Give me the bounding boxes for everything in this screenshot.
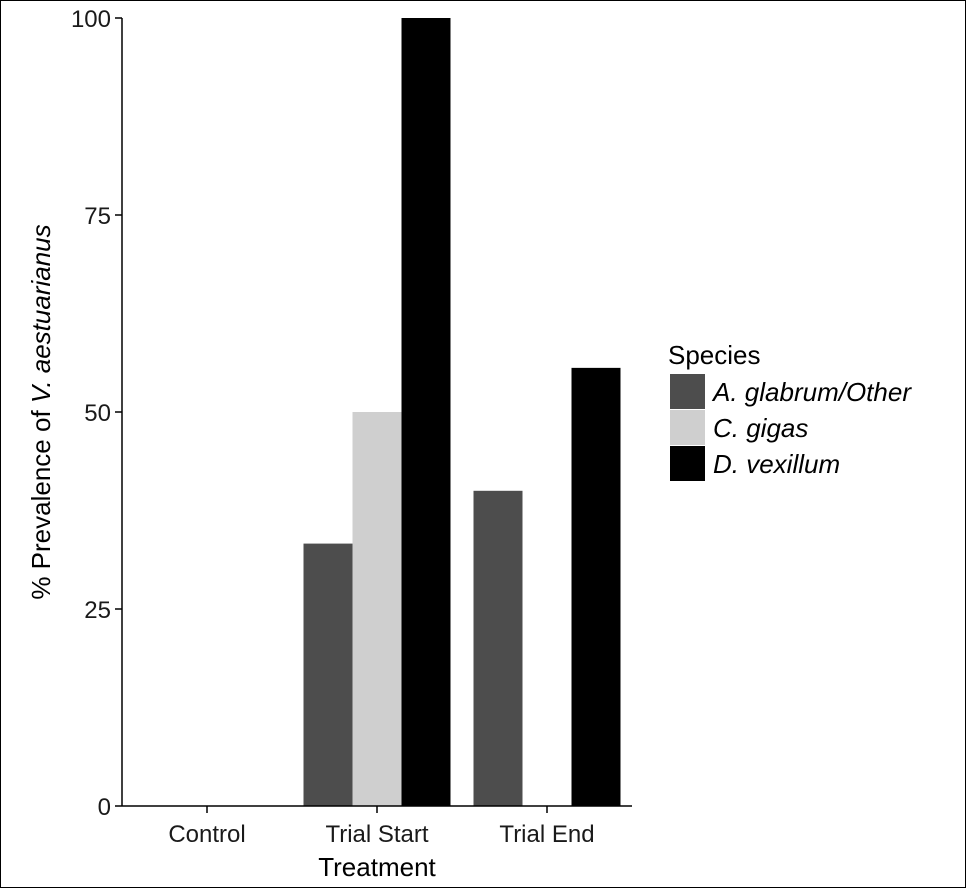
bar-trial-end-a-glabrum-other	[473, 490, 523, 806]
legend: Species A. glabrum/Other C. gigas D. vexil…	[668, 340, 912, 481]
y-tick-label-50: 50	[84, 400, 111, 427]
y-tick-label-25: 25	[84, 597, 111, 624]
y-axis: 0 25 50 75 100	[71, 6, 123, 821]
bar-trial-start-c-gigas	[352, 412, 402, 806]
legend-items: A. glabrum/Other C. gigas D. vexillum	[670, 374, 912, 481]
legend-swatch-c-gigas	[670, 410, 705, 445]
y-tick-label-100: 100	[71, 6, 111, 33]
y-tick-label-75: 75	[84, 203, 111, 230]
y-axis-title: % Prevalence of V. aestuarianus	[26, 224, 56, 599]
y-axis-title-prefix: % Prevalence of	[26, 403, 56, 600]
legend-swatch-a-glabrum-other	[670, 374, 705, 409]
legend-label-d-vexillum: D. vexillum	[713, 449, 840, 479]
x-axis-title: Treatment	[318, 852, 436, 882]
x-axis: Control Trial Start Trial End	[122, 805, 632, 848]
bar-trial-start-d-vexillum	[401, 18, 451, 806]
y-axis-title-species: V. aestuarianus	[26, 224, 56, 403]
legend-swatch-d-vexillum	[670, 446, 705, 481]
legend-label-a-glabrum-other: A. glabrum/Other	[711, 377, 912, 407]
bar-trial-start-a-glabrum-other	[303, 543, 353, 806]
bar-trial-end-d-vexillum	[571, 367, 621, 806]
x-tick-label-control: Control	[168, 821, 245, 848]
legend-title: Species	[668, 340, 761, 370]
y-tick-label-0: 0	[98, 794, 111, 821]
x-tick-label-trial-start: Trial Start	[325, 821, 428, 848]
x-tick-label-trial-end: Trial End	[499, 821, 594, 848]
bars-group	[303, 18, 621, 806]
legend-label-c-gigas: C. gigas	[713, 413, 808, 443]
